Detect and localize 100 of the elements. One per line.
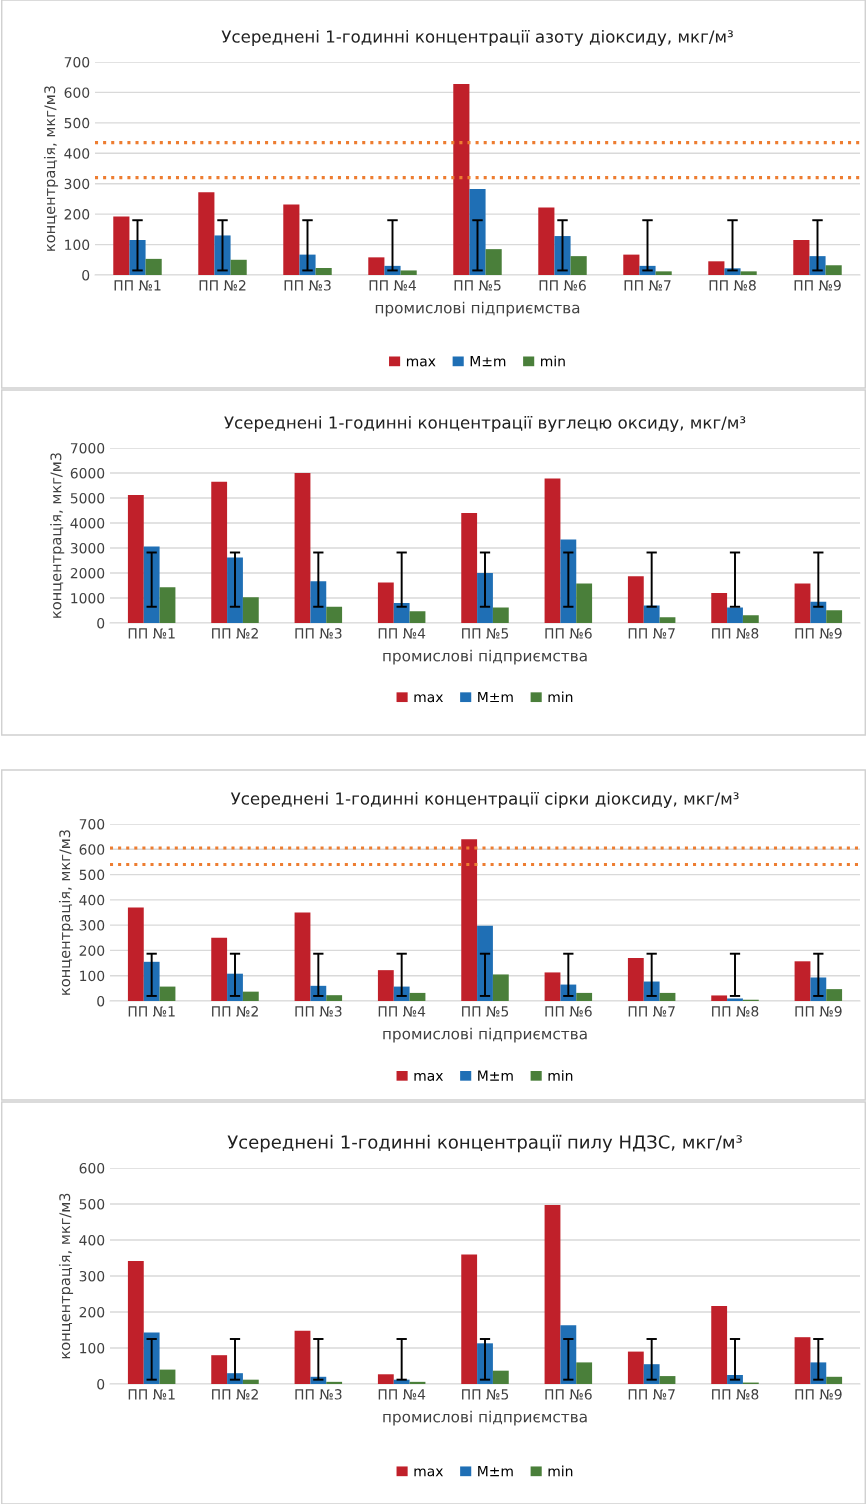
bar <box>825 265 842 275</box>
bar <box>294 473 311 623</box>
x-tick-label: ПП №6 <box>545 1389 592 1400</box>
x-tick-label: ПП №5 <box>454 280 501 291</box>
bar <box>492 974 509 1001</box>
bar <box>145 258 162 275</box>
bar <box>627 1351 644 1384</box>
y-tick-label: 600 <box>79 1162 105 1174</box>
bar <box>544 1205 561 1384</box>
y-tick-label: 4000 <box>70 517 105 529</box>
x-tick-label: ПП №8 <box>712 1389 759 1400</box>
y-tick-label: 7000 <box>70 442 105 454</box>
bar <box>826 1376 843 1384</box>
x-axis-title: промислові підприємства <box>383 649 587 665</box>
x-tick-label: ПП №1 <box>128 1389 175 1400</box>
bar <box>127 1260 144 1384</box>
legend-label: min <box>548 1070 573 1081</box>
y-axis-title: концентрація, мкг/м3 <box>58 830 74 995</box>
x-tick-label: ПП №7 <box>628 1389 675 1400</box>
bar <box>326 606 343 623</box>
y-tick-label: 500 <box>79 1198 105 1210</box>
x-tick-label: ПП №6 <box>545 628 592 639</box>
bar <box>711 995 728 1001</box>
bar <box>711 593 728 623</box>
bar <box>461 839 478 1001</box>
y-tick-label: 0 <box>97 617 105 629</box>
x-tick-label: ПП №7 <box>628 1006 675 1017</box>
legend-label: M±m <box>478 1070 513 1081</box>
x-axis-title: промислові підприємства <box>375 301 580 317</box>
x-tick-label: ПП №3 <box>295 1006 342 1017</box>
legend-label: min <box>548 1465 573 1477</box>
x-tick-label: ПП №5 <box>462 1006 509 1017</box>
bar <box>159 986 176 1001</box>
x-tick-label: ПП №3 <box>295 1389 342 1400</box>
y-tick-label: 0 <box>82 269 90 281</box>
legend-label: max <box>414 1468 444 1477</box>
y-tick-label: 500 <box>79 869 105 881</box>
x-tick-label: ПП №1 <box>128 628 175 639</box>
x-tick-label: ПП №7 <box>628 628 675 639</box>
bar <box>242 991 259 1001</box>
bar <box>492 1370 509 1384</box>
y-axis-title: концентрація, мкг/м3 <box>50 453 65 618</box>
bar <box>242 1379 259 1384</box>
bar <box>377 970 394 1001</box>
legend-label: min <box>541 355 565 367</box>
bar <box>326 1381 343 1384</box>
x-tick-label: ПП №6 <box>545 1006 592 1017</box>
y-tick-label: 0 <box>97 995 105 1007</box>
bar <box>554 236 571 275</box>
bar <box>211 937 228 1001</box>
bar <box>492 607 509 623</box>
bar <box>659 617 676 623</box>
bar <box>393 603 410 623</box>
bar <box>655 271 672 275</box>
x-tick-label: ПП №4 <box>369 280 417 291</box>
chart-title: Усереднені 1-годинні концентрації пилу НДЗС, мкг/м³ <box>227 1134 742 1153</box>
legend-label: M±m <box>478 691 513 703</box>
bar <box>469 188 486 275</box>
x-tick-label: ПП №9 <box>795 1006 842 1017</box>
y-tick-label: 100 <box>80 970 105 982</box>
y-tick-label: 400 <box>79 894 105 906</box>
bar <box>461 513 478 623</box>
bar <box>211 1355 228 1384</box>
x-tick-label: ПП №2 <box>212 1006 258 1017</box>
x-tick-label: ПП №4 <box>378 1006 426 1017</box>
x-tick-label: ПП №8 <box>709 280 756 291</box>
bar <box>326 995 343 1001</box>
bar <box>198 192 215 275</box>
bar <box>368 257 385 275</box>
bar <box>409 992 426 1001</box>
x-tick-label: ПП №1 <box>128 1006 175 1017</box>
bar <box>294 1330 311 1384</box>
bar <box>485 249 502 275</box>
x-tick-label: ПП №9 <box>795 628 842 639</box>
chart-title: Усереднені 1-годинні концентрації сірки діоксиду, мкг/м³ <box>230 791 739 809</box>
bar <box>727 998 743 1001</box>
y-tick-label: 500 <box>64 117 90 129</box>
x-tick-label: ПП №2 <box>199 280 246 291</box>
bar <box>627 576 644 623</box>
y-tick-label: 200 <box>79 945 105 956</box>
bar <box>127 495 144 623</box>
bar <box>538 207 555 275</box>
y-tick-label: 3000 <box>70 542 105 554</box>
x-tick-label: ПП №5 <box>462 628 509 639</box>
legend-label: max <box>414 1072 444 1081</box>
x-tick-label: ПП №8 <box>712 628 759 639</box>
bar <box>711 1305 728 1384</box>
bar <box>477 925 493 1001</box>
bar <box>544 478 561 623</box>
bar <box>794 583 811 623</box>
y-tick-label: 5000 <box>70 492 105 504</box>
y-tick-label: 0 <box>97 1378 105 1390</box>
bar <box>826 989 843 1001</box>
x-tick-label: ПП №4 <box>378 628 426 639</box>
x-tick-label: ПП №5 <box>462 1389 509 1400</box>
bar <box>113 216 130 275</box>
x-tick-label: ПП №3 <box>284 280 331 291</box>
y-tick-label: 600 <box>64 87 90 98</box>
y-axis-title: концентрація, мкг/м3 <box>58 1193 74 1359</box>
x-tick-label: ПП №2 <box>212 628 258 639</box>
